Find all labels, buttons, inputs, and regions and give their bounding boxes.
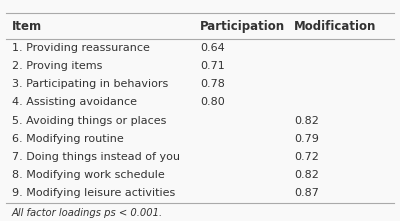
Text: All factor loadings ps < 0.001.: All factor loadings ps < 0.001. (12, 208, 163, 218)
Text: 9. Modifying leisure activities: 9. Modifying leisure activities (12, 188, 175, 198)
Text: 0.82: 0.82 (294, 116, 319, 126)
Text: 4. Assisting avoidance: 4. Assisting avoidance (12, 97, 137, 107)
Text: 0.87: 0.87 (294, 188, 319, 198)
Text: 1. Providing reassurance: 1. Providing reassurance (12, 43, 150, 53)
Text: 8. Modifying work schedule: 8. Modifying work schedule (12, 170, 165, 180)
Text: 0.79: 0.79 (294, 134, 319, 144)
Text: 7. Doing things instead of you: 7. Doing things instead of you (12, 152, 180, 162)
Text: Item: Item (12, 20, 42, 33)
Text: 0.71: 0.71 (200, 61, 225, 71)
Text: 0.78: 0.78 (200, 79, 225, 89)
Text: Modification: Modification (294, 20, 376, 33)
Text: 6. Modifying routine: 6. Modifying routine (12, 134, 124, 144)
Text: 2. Proving items: 2. Proving items (12, 61, 102, 71)
Text: 5. Avoiding things or places: 5. Avoiding things or places (12, 116, 166, 126)
Text: 0.82: 0.82 (294, 170, 319, 180)
Text: 0.64: 0.64 (200, 43, 225, 53)
Text: 0.72: 0.72 (294, 152, 319, 162)
Text: 0.80: 0.80 (200, 97, 225, 107)
Text: Participation: Participation (200, 20, 285, 33)
Text: 3. Participating in behaviors: 3. Participating in behaviors (12, 79, 168, 89)
